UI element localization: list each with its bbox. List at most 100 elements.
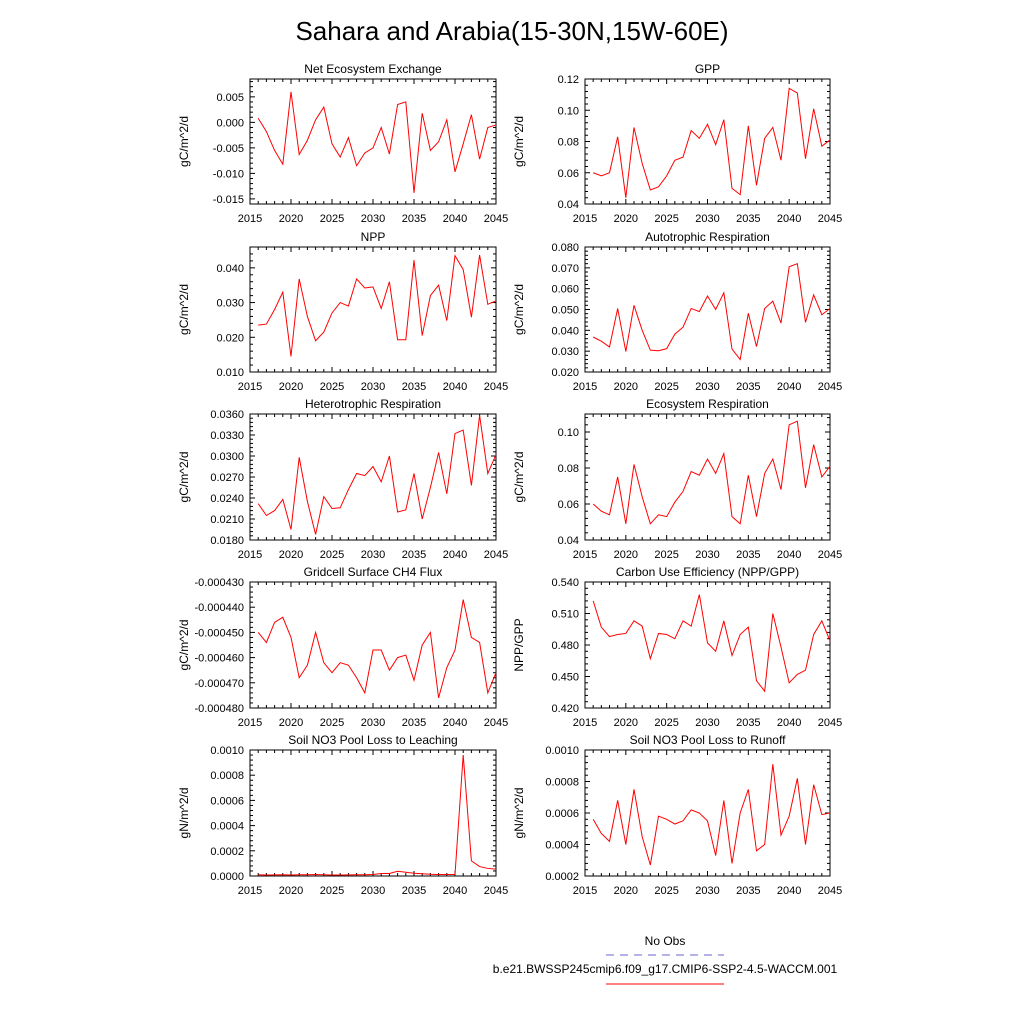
x-tick-label: 2015 [238,885,262,897]
y-tick-label: 0.10 [558,427,579,439]
x-tick-label: 2020 [614,381,638,393]
y-tick-label: 0.020 [551,367,579,379]
panel-title: Ecosystem Respiration [646,397,769,411]
plot-frame [584,413,831,541]
y-tick-label: -0.010 [213,168,244,180]
panel-1: Net Ecosystem Exchange gC/m^2/d 2015 2020 20… [177,62,508,225]
x-tick-label: 2025 [320,549,344,561]
x-tick-label: 2025 [654,717,678,729]
x-tick-label: 2040 [777,717,801,729]
y-tick-label: 0.0008 [210,770,244,782]
y-tick-label: 0.10 [558,105,579,117]
x-tick-label: 2045 [818,381,842,393]
y-tick-label: 0.070 [551,263,579,275]
y-tick-label: 0.0270 [210,472,244,484]
x-tick-label: 2015 [573,213,597,225]
x-tick-label: 2035 [736,549,760,561]
x-tick-label: 2025 [654,549,678,561]
plot-frame [249,581,497,709]
x-tick-label: 2045 [818,213,842,225]
panel-9: Soil NO3 Pool Loss to Leaching gN/m^2/d 20… [177,733,508,897]
x-tick-label: 2020 [279,213,303,225]
x-tick-label: 2040 [777,381,801,393]
x-tick-label: 2040 [443,381,467,393]
x-tick-label: 2020 [279,717,303,729]
x-tick-label: 2040 [443,213,467,225]
y-tick-label: 0.0360 [210,409,244,421]
y-tick-label: -0.000470 [194,678,244,690]
x-tick-label: 2045 [818,549,842,561]
x-tick-label: 2030 [695,381,719,393]
x-tick-label: 2025 [654,213,678,225]
series-line [258,755,497,876]
x-tick-label: 2025 [320,885,344,897]
x-tick-label: 2045 [484,885,508,897]
x-tick-label: 2030 [361,549,385,561]
panel-3: NPP gC/m^2/d 2015 2020 2025 2030 2035 2040 2045 0… [177,230,508,393]
y-tick-label: 0.060 [551,284,579,296]
panel-title: GPP [695,62,720,76]
series-line [592,262,831,361]
x-tick-label: 2015 [573,549,597,561]
y-tick-label: -0.005 [213,143,244,155]
y-axis-label: gC/m^2/d [177,116,191,167]
x-tick-label: 2035 [736,717,760,729]
y-tick-label: 0.0330 [210,430,244,442]
series-line [592,764,831,866]
x-tick-label: 2025 [320,717,344,729]
y-tick-label: 0.0010 [210,745,244,757]
panel-8: Carbon Use Efficiency (NPP/GPP) NPP/GPP 20… [512,565,842,729]
y-tick-label: 0.030 [216,298,244,310]
x-tick-label: 2030 [361,381,385,393]
panel-title: Soil NO3 Pool Loss to Runoff [630,733,787,747]
x-tick-label: 2015 [238,213,262,225]
y-tick-label: 0.12 [558,74,579,86]
x-tick-label: 2035 [736,213,760,225]
plot-frame [249,78,497,205]
y-tick-label: -0.000440 [194,602,244,614]
series-line [258,254,497,357]
y-tick-label: 0.005 [216,92,244,104]
y-tick-label: 0.0240 [210,493,244,505]
series-line [592,420,831,525]
x-tick-label: 2020 [614,717,638,729]
x-tick-label: 2030 [695,885,719,897]
y-tick-label: 0.080 [551,242,579,254]
figure-title: Sahara and Arabia(15-30N,15W-60E) [295,16,728,46]
x-tick-label: 2025 [320,213,344,225]
panel-title: Heterotrophic Respiration [305,397,441,411]
y-tick-label: 0.000 [216,117,244,129]
x-tick-label: 2045 [818,885,842,897]
x-tick-label: 2020 [614,213,638,225]
y-tick-label: 0.0180 [210,535,244,547]
y-tick-label: 0.0002 [210,846,244,858]
legend: No Obs b.e21.BWSSP245cmip6.f09_g17.CMIP6… [493,934,838,985]
x-tick-label: 2045 [818,717,842,729]
x-tick-label: 2025 [654,885,678,897]
y-tick-label: 0.040 [551,325,579,337]
x-tick-label: 2020 [279,381,303,393]
x-tick-label: 2040 [443,549,467,561]
x-tick-label: 2015 [573,717,597,729]
x-tick-label: 2040 [443,885,467,897]
y-axis-label: gC/m^2/d [512,284,526,335]
x-tick-label: 2040 [777,213,801,225]
x-tick-label: 2020 [614,885,638,897]
x-tick-label: 2015 [573,885,597,897]
x-tick-label: 2040 [777,549,801,561]
y-tick-label: 0.0006 [545,808,579,820]
y-tick-label: 0.540 [551,577,579,589]
x-tick-label: 2020 [279,549,303,561]
x-tick-label: 2015 [238,549,262,561]
y-tick-label: -0.000450 [194,627,244,639]
y-tick-label: -0.015 [213,194,244,206]
y-axis-label: gC/m^2/d [512,452,526,503]
y-axis-label: gC/m^2/d [177,284,191,335]
legend-model-label: b.e21.BWSSP245cmip6.f09_g17.CMIP6-SSP2-4… [493,962,838,976]
y-tick-label: 0.08 [558,137,579,149]
x-tick-label: 2035 [402,885,426,897]
series-line [257,91,497,193]
y-tick-label: 0.0006 [210,795,244,807]
y-tick-label: 0.08 [558,463,579,475]
